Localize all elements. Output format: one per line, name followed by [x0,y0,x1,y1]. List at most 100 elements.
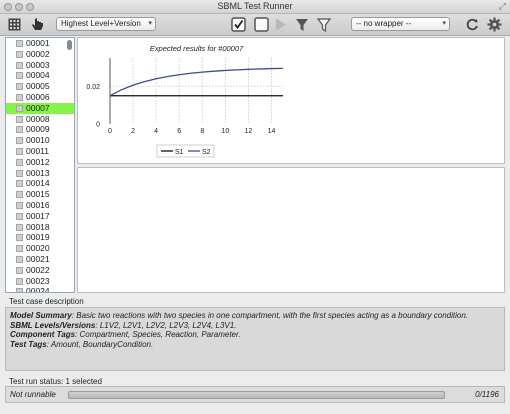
play-icon [276,18,286,31]
test-id-label: 00023 [26,275,50,286]
y-tick-label: 0.02 [86,84,100,91]
filter-button[interactable] [293,16,311,33]
test-checkbox[interactable] [16,93,23,101]
test-id-label: 00001 [26,38,50,48]
run-state-text: Not runnable [10,390,56,399]
list-item[interactable]: 00018 [6,222,74,233]
list-item[interactable]: 00023 [6,276,74,287]
test-grid-button[interactable] [6,16,22,33]
test-checkbox[interactable] [16,234,23,242]
series-line-s2 [109,67,284,97]
reload-icon [466,18,478,31]
test-id-label: 00019 [26,232,50,243]
model-summary-label: Model Summary [10,311,72,320]
test-checkbox[interactable] [16,191,23,199]
x-tick-label: 0 [108,128,112,135]
list-item[interactable]: 00013 [6,168,74,179]
test-checkbox[interactable] [16,255,23,263]
list-item[interactable]: 00021 [6,254,74,265]
checkbox-empty-icon [253,17,269,32]
clear-filter-button[interactable] [315,16,333,33]
test-checkbox[interactable] [16,201,23,209]
pointer-button[interactable] [29,16,45,33]
close-window-button[interactable] [4,3,12,11]
reload-button[interactable] [464,16,480,33]
list-item[interactable]: 00009 [6,124,74,135]
list-item[interactable]: 00004 [6,70,74,81]
levels-text: : L1V2, L2V1, L2V2, L2V3, L2V4, L3V1. [95,320,237,330]
test-id-label: 00009 [26,124,50,135]
list-item[interactable]: 00017 [6,211,74,222]
wrapper-select[interactable]: -- no wrapper -- ▾ [351,17,450,31]
test-id-label: 00015 [26,189,50,200]
test-checkbox[interactable] [16,223,23,231]
list-item[interactable]: 00006 [6,92,74,103]
test-checkbox[interactable] [16,158,23,166]
level-version-select[interactable]: Highest Level+Version ▾ [56,17,156,31]
test-checkbox[interactable] [16,83,23,91]
x-tick-label: 2 [131,128,135,135]
y-tick-label: 0 [96,122,100,129]
list-item[interactable]: 00005 [6,81,74,92]
test-id-label: 00022 [26,264,50,275]
test-checkbox[interactable] [16,40,23,47]
test-checkbox[interactable] [16,126,23,134]
zoom-window-button[interactable] [26,3,34,11]
list-item-selected[interactable]: 00007 [6,102,74,114]
test-case-list[interactable]: 00001 00002 00003 00004 00005 00006 00007 00008… [5,37,75,293]
list-item[interactable]: 00011 [6,146,74,157]
list-item[interactable]: 00020 [6,243,74,254]
test-checkbox[interactable] [16,115,23,123]
list-item[interactable]: 00008 [6,114,74,125]
list-item[interactable]: 00001 [6,38,74,49]
list-item[interactable]: 00012 [6,157,74,168]
test-checkbox[interactable] [16,50,23,58]
checkbox-checked-icon [230,17,246,32]
test-id-label: 00013 [26,167,50,178]
deselect-button[interactable] [252,16,270,33]
test-id-label: 00002 [26,48,50,59]
test-checkbox[interactable] [16,61,23,69]
test-checkbox[interactable] [16,266,23,274]
test-checkbox[interactable] [16,104,23,112]
level-version-value: Highest Level+Version [61,19,141,28]
list-item[interactable]: 00022 [6,265,74,276]
minimize-window-button[interactable] [15,3,23,11]
test-id-label: 00021 [26,253,50,264]
test-checkbox[interactable] [16,147,23,155]
select-checkbox-button[interactable] [229,16,247,33]
settings-button[interactable] [486,16,502,33]
test-checkbox[interactable] [16,245,23,253]
chart-title: Expected results for #00007 [150,44,244,53]
test-description: Model Summary: Basic two reactions with … [5,307,505,371]
test-id-label: 00010 [26,135,50,146]
list-item[interactable]: 00024 [6,286,74,293]
x-tick-label: 14 [268,128,276,135]
test-checkbox[interactable] [16,72,23,80]
run-button[interactable] [273,16,289,33]
list-item[interactable]: 00016 [6,200,74,211]
test-checkbox[interactable] [16,212,23,220]
test-checkbox[interactable] [16,180,23,188]
test-checkbox[interactable] [16,277,23,285]
status-header: Test run status: 1 selected [9,377,102,386]
test-id-label: 00020 [26,243,50,254]
list-item[interactable]: 00010 [6,135,74,146]
test-id-label: 00024 [26,286,50,293]
test-id-label: 00007 [26,102,50,113]
run-count-text: 0/1196 [475,390,499,399]
list-item[interactable]: 00002 [6,49,74,60]
list-item[interactable]: 00014 [6,178,74,189]
test-checkbox[interactable] [16,169,23,177]
list-item[interactable]: 00015 [6,189,74,200]
x-tick-label: 4 [154,128,158,135]
test-checkbox[interactable] [16,288,23,292]
fullscreen-icon[interactable]: ⤢ [498,1,506,11]
list-scrollbar[interactable] [67,40,72,50]
list-item[interactable]: 00019 [6,232,74,243]
status-bar: Not runnable 0/1196 [5,386,505,403]
test-id-label: 00018 [26,221,50,232]
wrapper-value: -- no wrapper -- [356,19,412,28]
test-checkbox[interactable] [16,137,23,145]
list-item[interactable]: 00003 [6,60,74,71]
